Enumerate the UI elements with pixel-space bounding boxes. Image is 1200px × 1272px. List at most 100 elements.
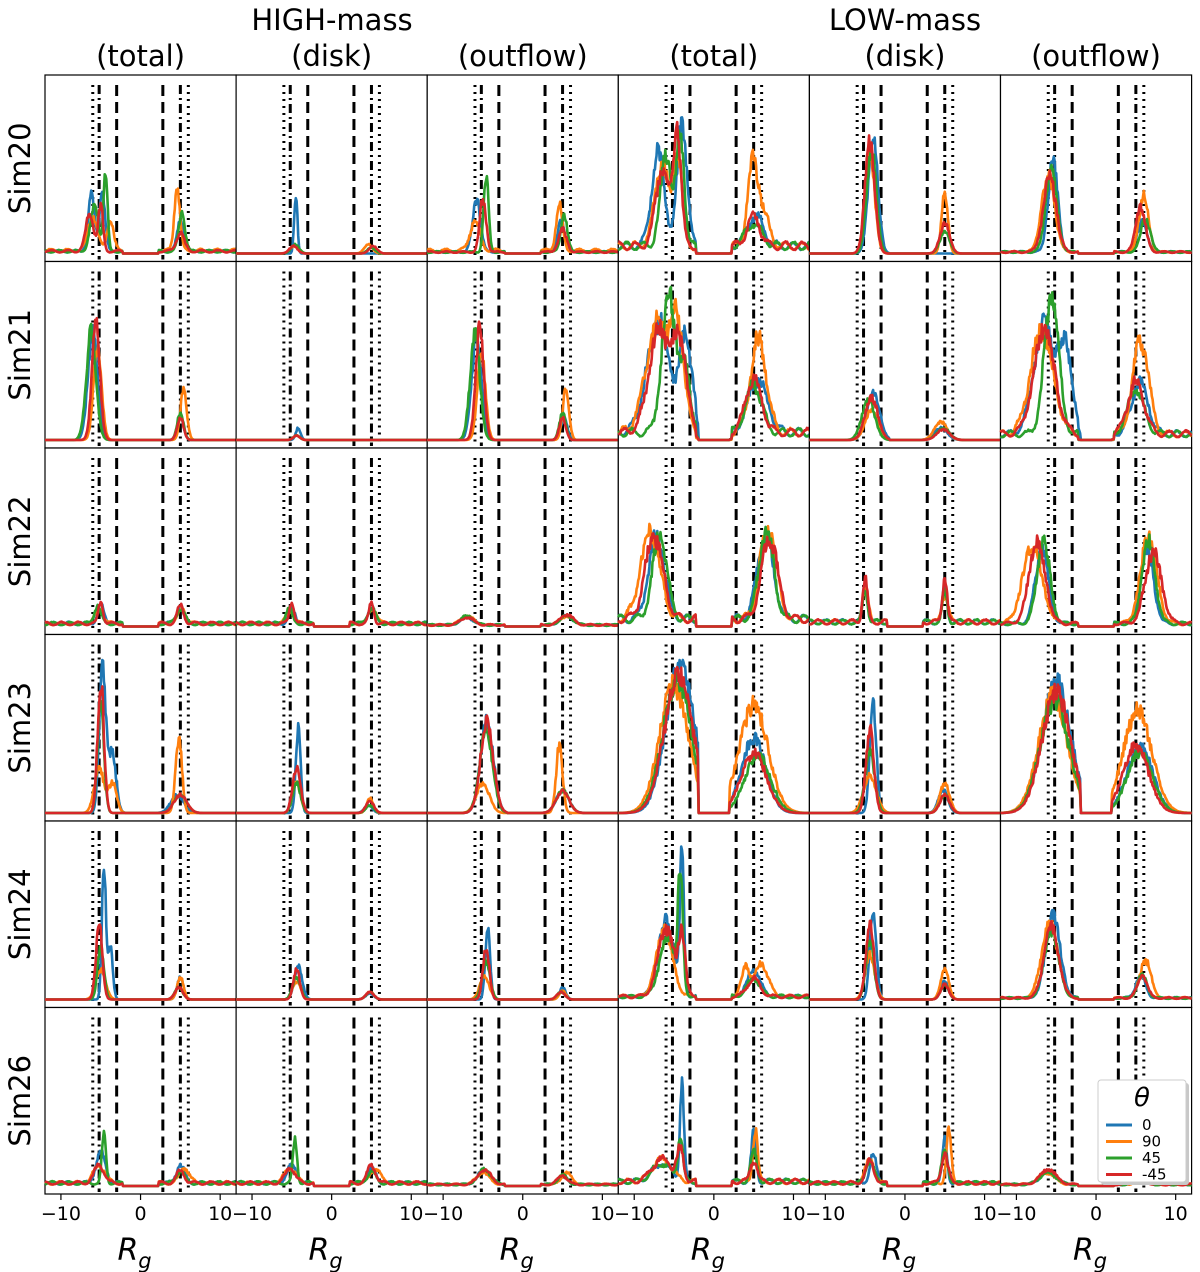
column-title: (total) <box>669 39 758 73</box>
panel-Sim20-5 <box>999 74 1193 263</box>
series-line-theta--45 <box>426 1168 619 1188</box>
x-tick-label: 0 <box>1090 1203 1102 1225</box>
x-tick-label: 10 <box>208 1203 232 1225</box>
series-line-theta--45 <box>235 244 428 255</box>
panel-frame <box>808 447 1002 636</box>
series-line-theta--45 <box>617 532 811 628</box>
titles: HIGH-mass LOW-mass <box>251 3 981 37</box>
series-line-theta--45 <box>617 1143 811 1188</box>
x-axis-label: Rg <box>691 1233 725 1272</box>
panel-Sim26-0: −10 0 10 <box>41 1006 238 1225</box>
x-tick-label: 10 <box>590 1203 614 1225</box>
panel-frame <box>999 820 1193 1009</box>
panel-frame <box>808 820 1002 1009</box>
legend-title: θ <box>1134 1083 1150 1113</box>
panel-Sim23-4 <box>808 633 1002 822</box>
panel-frame <box>235 820 428 1009</box>
panel-Sim24-5 <box>999 820 1193 1009</box>
x-tick-label: 0 <box>708 1203 720 1225</box>
series-line-theta--45 <box>1000 534 1193 628</box>
panel-Sim26-2: −10 0 10 <box>423 1006 619 1225</box>
x-tick-label: −10 <box>41 1203 81 1225</box>
series-line-theta--45 <box>235 600 428 628</box>
panel-frame <box>999 260 1193 449</box>
panel-Sim20-2 <box>426 74 619 263</box>
panel-frame <box>999 633 1193 822</box>
row-label-sim20: Sim20 <box>3 122 37 214</box>
panel-frame <box>808 633 1002 822</box>
panel-Sim20-4 <box>808 74 1002 263</box>
series-line-theta--45 <box>44 1162 237 1188</box>
row-labels: Sim20 Sim21 Sim22 Sim23 Sim24 Sim26 <box>3 122 37 1146</box>
panel-Sim26-3: −10 0 10 <box>614 1006 811 1225</box>
panel-Sim23-1 <box>235 633 428 822</box>
series-line-theta--45 <box>999 322 1193 442</box>
x-tick-label: −10 <box>614 1203 654 1225</box>
series-line-theta--45 <box>426 612 619 628</box>
panel-Sim20-3 <box>617 74 810 263</box>
panel-frame <box>44 1006 237 1195</box>
panel-Sim22-3 <box>617 447 811 636</box>
panel-Sim21-1 <box>235 260 428 449</box>
series-line-theta--45 <box>235 764 428 815</box>
panel-frame <box>808 1006 1002 1195</box>
column-title: (outflow) <box>458 39 588 73</box>
panel-Sim21-0 <box>44 260 237 449</box>
series-line-theta--45 <box>426 197 619 255</box>
panel-frame <box>235 447 428 636</box>
series-line-theta--45 <box>1000 682 1193 815</box>
legend-label: 45 <box>1142 1149 1161 1167</box>
panel-Sim24-1 <box>235 820 428 1009</box>
column-title: (disk) <box>864 39 945 73</box>
row-label-sim22: Sim22 <box>3 495 37 587</box>
panel-frame <box>617 820 810 1009</box>
panel-frame <box>426 74 619 263</box>
legend-label: -45 <box>1142 1166 1167 1184</box>
panel-frame <box>44 74 237 263</box>
panel-frame <box>235 1006 428 1195</box>
x-tick-label: 10 <box>781 1203 805 1225</box>
panel-Sim22-2 <box>426 447 619 636</box>
panel-frame <box>426 447 619 636</box>
series-line-theta--45 <box>808 723 1001 815</box>
x-tick-label: 10 <box>972 1203 996 1225</box>
panel-frame <box>808 74 1002 263</box>
series-line-theta--45 <box>617 120 810 255</box>
series-line-theta--45 <box>44 923 237 1001</box>
panel-Sim26-1: −10 0 10 <box>232 1006 429 1225</box>
panel-Sim23-5 <box>999 633 1193 822</box>
series-line-theta--45 <box>44 600 237 628</box>
x-axis-label: Rg <box>309 1233 343 1272</box>
x-axis-label: Rg <box>1073 1233 1107 1272</box>
panel-Sim20-1 <box>235 74 428 263</box>
series-line-theta--45 <box>808 919 1001 1001</box>
x-tick-label: 0 <box>135 1203 147 1225</box>
panel-frame <box>617 74 810 263</box>
x-tick-label: 0 <box>326 1203 338 1225</box>
x-tick-label: −10 <box>423 1203 463 1225</box>
panel-frame <box>44 633 237 822</box>
panel-Sim22-5 <box>999 447 1193 636</box>
legend-label: 90 <box>1142 1133 1161 1151</box>
panel-frame <box>44 820 237 1009</box>
series-line-theta--45 <box>808 1151 1002 1188</box>
x-tick-label: 0 <box>899 1203 911 1225</box>
panel-Sim23-3 <box>617 633 810 822</box>
panel-frame <box>426 260 619 449</box>
panel-Sim21-5 <box>999 260 1193 449</box>
series-line-theta--45 <box>617 923 811 1001</box>
panel-frame <box>617 1006 810 1195</box>
x-axis-label: Rg <box>882 1233 916 1272</box>
panel-Sim24-4 <box>808 820 1002 1009</box>
panel-Sim21-2 <box>426 260 619 449</box>
x-tick-label: −10 <box>232 1203 272 1225</box>
panel-frame <box>426 1006 619 1195</box>
series-line-theta--45 <box>617 665 810 815</box>
x-tick-label: 0 <box>517 1203 529 1225</box>
panel-Sim22-4 <box>808 447 1002 636</box>
panel-Sim23-0 <box>44 633 237 822</box>
x-tick-label: 10 <box>399 1203 423 1225</box>
row-label-sim21: Sim21 <box>3 309 37 401</box>
